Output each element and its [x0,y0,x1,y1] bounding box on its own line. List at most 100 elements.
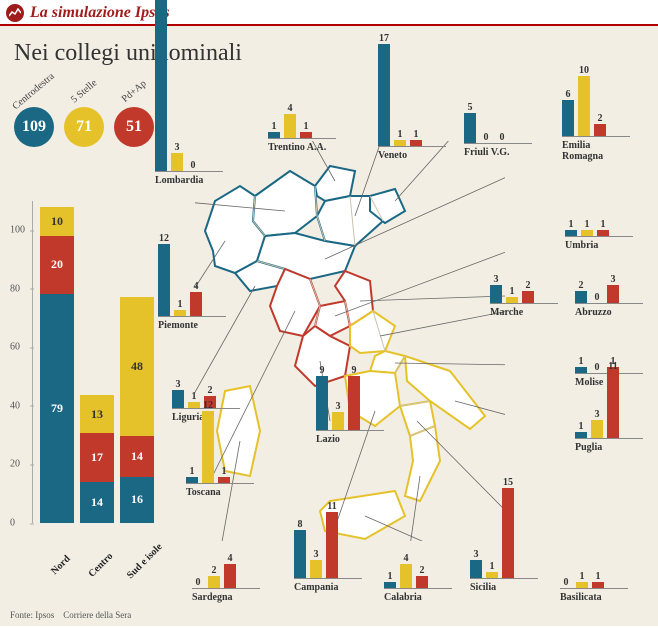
total-cinquestelle: 5 Stelle71 [60,86,108,147]
region-bar-value: 1 [490,561,495,572]
region-bar-value: 1 [304,121,309,132]
region-bar: 8 [294,530,306,578]
region-bar: 6 [562,100,574,136]
region-bar-value: 12 [159,233,169,244]
region-bar-value: 17 [379,33,389,44]
region-bar: 2 [575,291,587,303]
region-bar-value: 0 [191,160,196,171]
region-chart: 3530 Lombardia [155,81,223,186]
region-bar: 2 [416,576,428,588]
region-bar-value: 4 [288,103,293,114]
region-bar-value: 10 [579,65,589,76]
region-name: Piemonte [158,320,226,331]
region-bar: 12 [202,411,214,483]
main-title: Nei collegi uninominali [14,40,242,67]
party-label: Pd+Ap [120,78,149,105]
segment: 10 [40,207,74,236]
region-bar-value: 1 [272,121,277,132]
region-chart: 6102EmiliaRomagna [562,84,630,162]
y-tick: 20 [10,459,20,470]
total-pill: 109 [14,107,54,147]
region-name: Romagna [562,151,630,162]
region-bar-value: 4 [194,281,199,292]
region-bar-value: 2 [579,280,584,291]
region-bar: 1 [218,477,230,483]
region-bar-value: 0 [564,577,569,588]
total-pill: 51 [114,107,154,147]
region-bar: 5 [464,113,476,143]
region-bar: 1 [300,132,312,138]
region-bar-value: 1 [414,129,419,140]
region-bar-value: 1 [580,571,585,582]
region-bar-value: 1 [601,219,606,230]
region-bar-value: 4 [228,553,233,564]
region-bar: 1 [268,132,280,138]
region-bar-value: 11 [608,361,617,372]
region-bar: 2 [522,291,534,303]
region-bar-value: 3 [176,379,181,390]
region-bar: 3 [171,153,183,171]
segment: 16 [120,477,154,523]
region-bar: 3 [310,560,322,578]
region-bar: 3 [490,285,502,303]
region-bar: 4 [400,564,412,588]
region-name: Calabria [384,592,452,603]
region-bar: 1 [597,230,609,236]
region-bar: 1 [575,367,587,373]
region-bar-value: 1 [579,421,584,432]
region-bar-value: 4 [404,553,409,564]
region-name: Lombardia [155,175,223,186]
total-pdap: Pd+Ap51 [110,86,158,147]
region-bar-value: 1 [192,391,197,402]
region-bars: 203 [575,251,643,304]
infographic-canvas: Nei collegi uninominali Centrodestra1095… [0,26,658,626]
region-bar: 1 [592,582,604,588]
region-name: Puglia [575,442,643,453]
region-name: Abruzzo [575,307,643,318]
region-bar-value: 15 [503,477,513,488]
stacked-bar: 161448 [120,297,154,523]
region-bar: 1 [188,402,200,408]
region-bars: 141 [268,86,336,139]
region-bar-value: 0 [196,577,201,588]
region-bars: 011 [560,536,628,589]
region-bar-value: 12 [203,400,213,411]
region-chart: 500Friuli V.G. [464,91,532,158]
region-bar-value: 9 [320,365,325,376]
region-bar-value: 2 [526,280,531,291]
region-bar-value: 3 [494,274,499,285]
region-bars: 024 [192,536,260,589]
region-bar-value: 5 [468,102,473,113]
region-bar: 1 [576,582,588,588]
total-centrodestra: Centrodestra109 [10,86,58,147]
region-bar: 2 [594,124,606,136]
region-bar-value: 1 [579,356,584,367]
region-bar-value: 3 [611,274,616,285]
region-bar-value: 1 [398,129,403,140]
region-bar-value: 2 [208,385,213,396]
region-bar-value: 3 [474,549,479,560]
region-bars: 111 [565,184,633,237]
region-bars: 8311 [294,526,362,579]
region-bar-value: 0 [595,292,600,303]
y-tick: 100 [10,225,25,236]
stacked-bar-label: Centro [85,549,117,581]
region-bar-value: 1 [388,571,393,582]
source-b: Corriere della Sera [63,610,131,620]
party-label: 5 Stelle [69,78,99,106]
region-bar-value: 0 [500,132,505,143]
stacked-bar-label: Sud e isole [125,549,157,581]
region-chart: 3115Sicilia [470,526,538,593]
region-bars: 1311 [575,386,643,439]
region-bar-value: 1 [190,466,195,477]
segment: 20 [40,236,74,294]
region-bar: 15 [502,488,514,578]
region-chart: 1711Veneto [378,56,446,161]
region-bar: 1 [394,140,406,146]
stacked-bars: 792010141713161448 [40,201,165,523]
region-chart: 8311Campania [294,526,362,593]
region-bars: 3530 [155,81,223,172]
region-name: Lazio [316,434,384,445]
region-bar-value: 1 [222,466,227,477]
region-bars: 939 [316,378,384,431]
